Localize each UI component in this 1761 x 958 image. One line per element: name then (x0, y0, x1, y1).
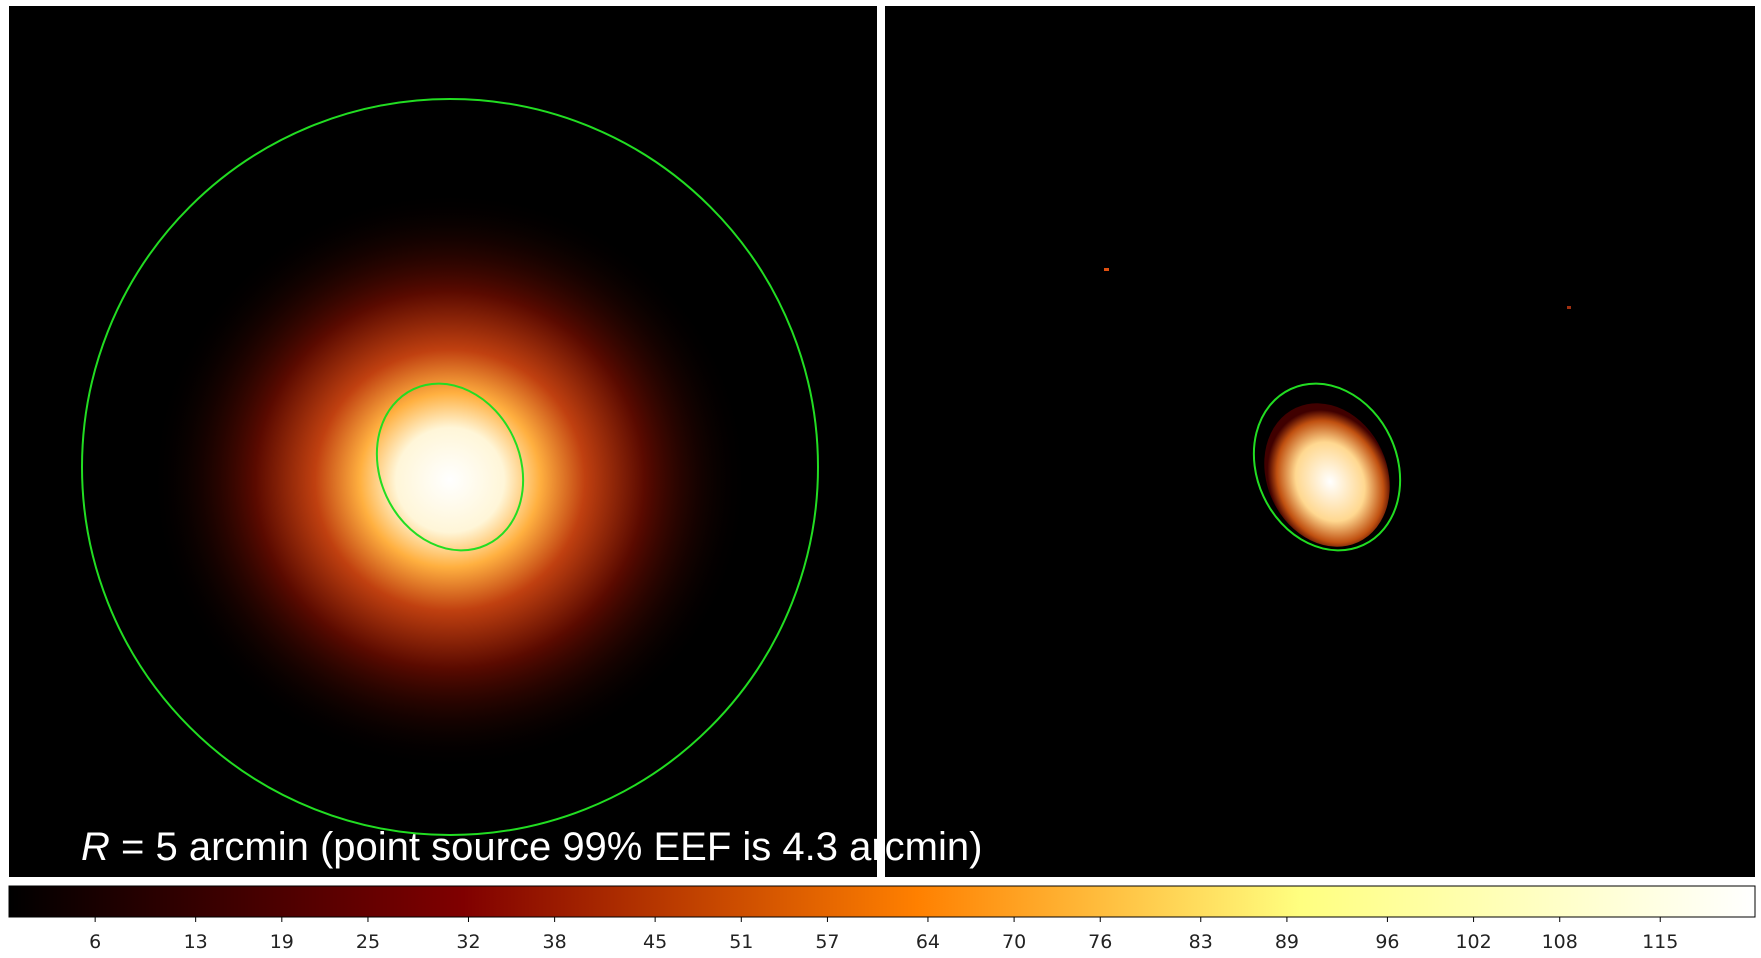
background-region (81, 98, 819, 836)
point-source (1567, 306, 1571, 309)
colorbar-tick-label: 83 (1189, 931, 1213, 953)
colorbar-tick-label: 89 (1275, 931, 1299, 953)
colorbar-tick-label: 6 (89, 931, 101, 953)
colorbar-tick-label: 57 (815, 931, 839, 953)
colorbar-tick-label: 32 (456, 931, 480, 953)
caption-variable: R (81, 825, 110, 869)
source-region (1252, 382, 1402, 552)
source-region (375, 382, 525, 552)
colorbar-tick-label: 102 (1455, 931, 1491, 953)
colorbar-tick-label: 108 (1542, 931, 1578, 953)
colorbar-tick-label: 13 (184, 931, 208, 953)
caption-text: = 5 arcmin (point source 99% EEF is 4.3 … (110, 825, 983, 869)
colorbar-tick-label: 96 (1375, 931, 1399, 953)
colorbar-tick-label: 38 (543, 931, 567, 953)
colorbar-tick-label: 25 (356, 931, 380, 953)
caption: R = 5 arcmin (point source 99% EEF is 4.… (81, 825, 982, 869)
colorbar-tick-label: 19 (270, 931, 294, 953)
colorbar-tick-label: 64 (916, 931, 940, 953)
left-panel (9, 6, 877, 877)
point-source (1104, 268, 1109, 271)
colorbar-tick-label: 70 (1002, 931, 1026, 953)
right-panel (885, 6, 1755, 877)
colorbar-tick-label: 45 (643, 931, 667, 953)
colorbar (8, 885, 1756, 918)
colorbar-tick-label: 115 (1642, 931, 1678, 953)
remnant-emission (1264, 403, 1390, 547)
colorbar-tick-label: 51 (729, 931, 753, 953)
diffuse-emission (150, 190, 750, 770)
colorbar-tick-label: 76 (1088, 931, 1112, 953)
